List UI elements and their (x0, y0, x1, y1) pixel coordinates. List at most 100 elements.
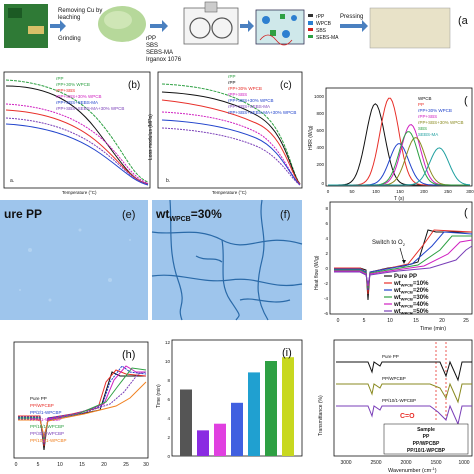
panel-h-xticks: 0 5 10 15 20 25 30 (15, 462, 149, 468)
panel-g-frame (329, 201, 473, 315)
legend-entry: WPCB (418, 96, 432, 101)
process-mix-rpp: rPP (146, 36, 156, 42)
ytick-label: 12 (165, 340, 171, 345)
legend-entry: rPP (228, 80, 236, 85)
legend-entry: wtWPCB=50% (393, 309, 429, 316)
panel-d: HRR (W/g) 1000 800 600 400 200 0 0 50 10… (308, 87, 474, 202)
bar (214, 423, 226, 456)
panel-label-f: (f) (280, 209, 290, 221)
panel-j-xlabel: Wavenumber (cm-1) (388, 466, 437, 474)
bar (197, 430, 209, 456)
table-row: PP/10/1-WPCBP (407, 448, 446, 454)
arrow-icon (240, 20, 254, 32)
panel-c: Loss modulus (MPa) rPP rPP rPP+30% WPCB … (148, 71, 303, 195)
legend-entry: rPP+30% WPCB (228, 86, 262, 91)
process-step1-line3: Grinding (58, 36, 81, 42)
panel-j-ylabel: Transmittance (%) (318, 395, 324, 436)
legend-entry: PP/100/1-WPCBP (30, 438, 67, 443)
legend-entry: wtWPCB=10% (393, 281, 429, 288)
xtick-label: 25 (463, 318, 469, 324)
ytick-label: 6 (325, 221, 328, 226)
panel-g: Heat flow (W/g) 8 6 4 2 0 -2 -4 -6 Switc… (314, 201, 473, 332)
ytick-label: 6 (167, 397, 170, 402)
panel-e-title: ure PP (4, 207, 42, 221)
panel-label-b: (b) (128, 80, 140, 91)
panel-d-curves (328, 97, 471, 186)
curve-label: Pure PP (382, 354, 399, 359)
panel-c-sub: b. (166, 178, 170, 184)
legend-entry: PP/10/1-WPCBP (30, 424, 64, 429)
panel-label-a: (a (458, 15, 469, 27)
table-title: Sample (417, 427, 435, 433)
xtick-label: 20 (101, 462, 107, 468)
legend-entry: wtWPCB=30% (393, 295, 429, 302)
panel-c-xlabel: Temperature (°C) (212, 190, 247, 195)
xtick-label: 300 (466, 189, 474, 194)
legend-entry: rPP+SBS+SEBS-MA+30% WPCB (56, 106, 124, 111)
bar (180, 389, 192, 456)
panel-d-legend: WPCB PP rPP+30% WPCB rPP+SBS rPP+SBS+30%… (418, 96, 464, 137)
ytick-label: 4 (167, 416, 170, 421)
ytick-label: 600 (316, 128, 324, 133)
panel-g-xticks: 0 5 10 15 20 25 (337, 318, 469, 324)
arrow-icon (50, 20, 66, 32)
xtick-label: 3000 (340, 460, 351, 466)
ytick-label: 800 (316, 111, 324, 116)
composite-structure-icon (255, 9, 305, 46)
curve-label: PP/WPCBP (382, 376, 406, 381)
legend-entry: PP/30/1-WPCBP (30, 431, 64, 436)
ytick-label: 1000 (314, 94, 325, 99)
process-step1-line2: leaching (58, 15, 80, 21)
ytick-label: 8 (167, 378, 170, 383)
xtick-label: 15 (79, 462, 85, 468)
panel-e: ure PP (e) (0, 200, 148, 320)
panel-label-c: (c) (280, 80, 292, 91)
bar (265, 361, 277, 456)
legend-entry: Pure PP (394, 274, 417, 280)
ytick-label: 200 (316, 162, 324, 167)
legend-entry: rPP+SBS (418, 114, 437, 119)
legend-entry: rPP+30% WPCB (56, 82, 90, 87)
panel-c-frame (157, 71, 303, 189)
legend-entry: rPP+SBS+SEBS-MA+30% WPCB (228, 110, 296, 115)
panel-i-ylabel: Time (min) (156, 384, 162, 408)
panel-label-h: (h) (122, 349, 135, 361)
xtick-label: 20 (439, 318, 445, 324)
legend-sbs: SBS (316, 28, 327, 34)
ytick-label: 0 (167, 454, 170, 459)
xtick-label: 2000 (400, 460, 411, 466)
switch-annotation: Switch to O2 (372, 240, 406, 247)
legend-entry: rPP+SBS (56, 88, 75, 93)
ytick-label: -2 (324, 281, 328, 286)
panel-b-sub: a. (10, 178, 14, 184)
bar (282, 357, 294, 456)
panel-g-legend: Pure PP wtWPCB=10% wtWPCB=20% wtWPCB=30%… (384, 274, 429, 316)
process-panel: Removing Cu by leaching Grinding rPP SBS… (4, 1, 469, 63)
xtick-label: 5 (37, 462, 40, 468)
process-mix-sebs: SEBS-MA (146, 50, 173, 56)
bar (248, 372, 260, 456)
ytick-label: 2 (325, 251, 328, 256)
legend-entry: PP (418, 102, 424, 107)
legend-entry: PP/WPCBP (30, 403, 54, 408)
panel-c-ylabel: Loss modulus (MPa) (148, 114, 154, 160)
arrow-icon (340, 20, 368, 32)
legend-rpp: rPP (316, 14, 325, 20)
legend-sebs: SEBS-MA (316, 35, 339, 41)
panel-d-xticks: 0 50 100 150 200 250 300 (327, 189, 474, 194)
legend-entry: rPP (56, 76, 64, 81)
legend-entry: rPP+SBS+SEBS-MA (228, 104, 270, 109)
panel-f: wtWPCB=30% (f) (151, 199, 303, 321)
xtick-label: 5 (363, 318, 366, 324)
panel-c-curves (161, 83, 301, 186)
composite-sheet-image (369, 7, 451, 49)
xtick-label: 250 (444, 189, 452, 194)
legend-entry: SEBS-MA (418, 132, 438, 137)
ytick-label: 8 (325, 206, 328, 211)
panel-b-legend: rPP rPP+30% WPCB rPP+SBS rPP+SBS+30% WPC… (56, 76, 124, 111)
xtick-label: 100 (372, 189, 380, 194)
legend-entry: rPP (228, 74, 236, 79)
process-pressing: Pressing (340, 14, 363, 20)
panel-label-d: ( (464, 95, 468, 107)
